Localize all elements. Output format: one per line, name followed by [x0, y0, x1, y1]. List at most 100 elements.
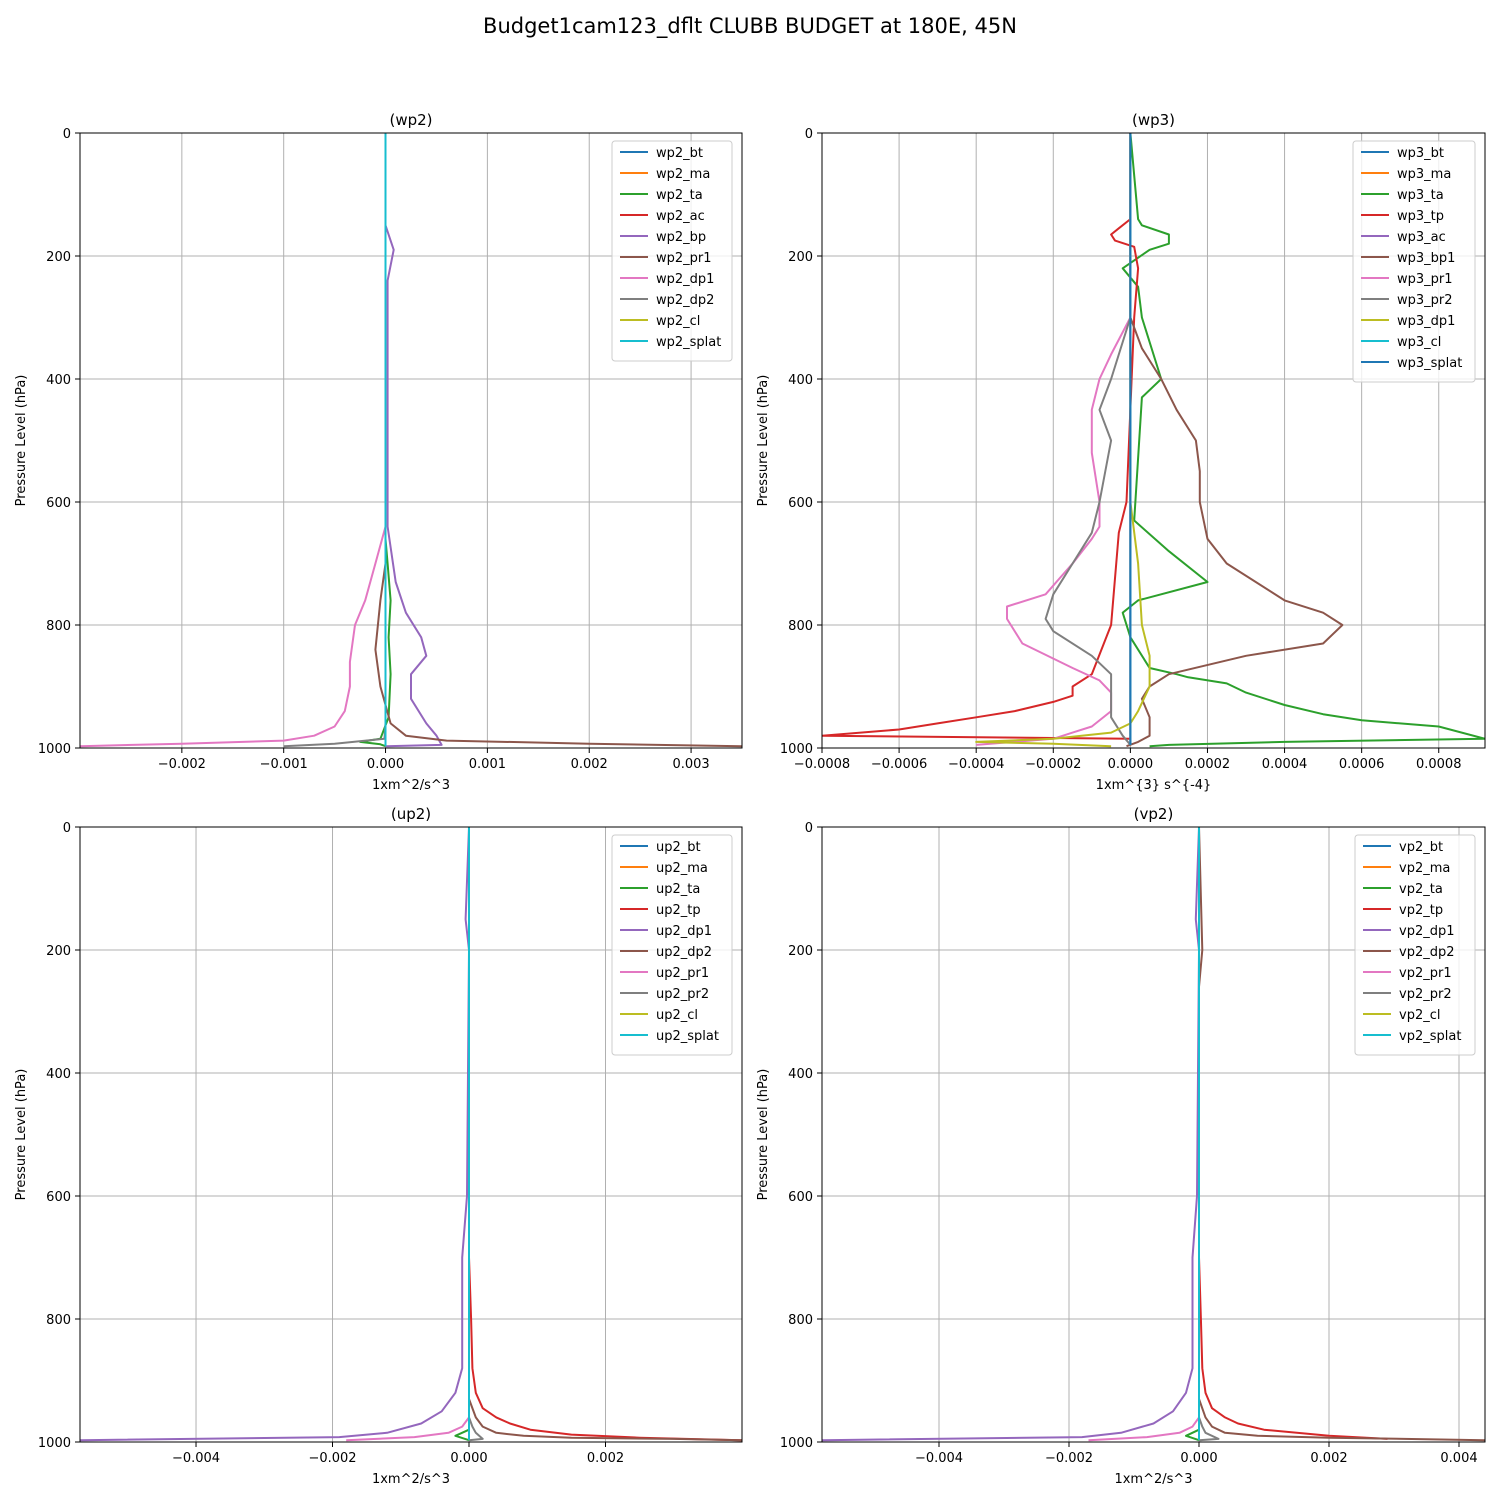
- x-tick-label: −0.004: [915, 1451, 963, 1466]
- axes-frame: [79, 132, 743, 749]
- y-tick-label: 800: [788, 1313, 813, 1328]
- legend-label: wp2_cl: [656, 314, 700, 329]
- y-tick-label: 400: [788, 1067, 813, 1082]
- x-tick-label: 0.0000: [1108, 757, 1154, 772]
- x-tick-label: −0.0008: [794, 757, 850, 772]
- legend-box: [611, 140, 733, 362]
- legend-label: vp2_dp2: [1399, 945, 1455, 960]
- legend-label: up2_bt: [656, 840, 701, 855]
- series-line-up2_dp2: [468, 827, 742, 1442]
- x-axis-label: 1xm^2/s^3: [1114, 1472, 1192, 1487]
- legend-label: wp2_dp1: [656, 272, 714, 287]
- legend-label: vp2_bt: [1399, 840, 1443, 855]
- series-line-up2_dp1: [80, 827, 470, 1442]
- x-tick-label: −0.0002: [1025, 757, 1081, 772]
- legend-label: up2_dp1: [656, 924, 712, 939]
- legend: up2_bt up2_ma up2_ta up2_tp up2_dp1 up2_dp2up…: [611, 834, 733, 1056]
- y-axis-label: Pressure Level (hPa): [14, 1069, 29, 1201]
- x-axis-label: 1xm^2/s^3: [372, 1472, 450, 1487]
- series-line-up2_pr1: [346, 827, 470, 1442]
- y-tick-label: 1000: [780, 742, 813, 757]
- x-tick-label: 0.002: [1310, 1451, 1347, 1466]
- legend-label: vp2_ma: [1399, 861, 1450, 876]
- subplot-3: −0.004 −0.002 0.000 0.002 0.004 0 200 400 600 800…: [756, 805, 1486, 1487]
- legend-label: wp3_bp1: [1397, 251, 1455, 266]
- legend: wp2_bt wp2_ma wp2_ta wp2_ac wp2_bp wp2_pr1 wp2…: [611, 140, 733, 362]
- legend-label: wp3_ta: [1397, 188, 1444, 203]
- y-axis-label: Pressure Level (hPa): [14, 375, 29, 507]
- legend-label: wp2_dp2: [656, 293, 714, 308]
- legend-label: up2_ta: [656, 882, 700, 897]
- series-line-wp3_bp1: [1126, 133, 1344, 748]
- legend-label: wp2_ma: [656, 167, 710, 182]
- y-tick-label: 600: [788, 1190, 813, 1205]
- legend-label: vp2_dp1: [1399, 924, 1455, 939]
- series-line-up2_tp: [468, 827, 742, 1442]
- legend-label: up2_dp2: [656, 945, 712, 960]
- figure-title: Budget1cam123_dflt CLUBB BUDGET at 180E,…: [483, 14, 1017, 38]
- x-tick-label: −0.004: [172, 1451, 220, 1466]
- legend-label: wp2_bt: [656, 146, 703, 161]
- series-line-wp2_ta: [359, 133, 392, 748]
- legend-label: wp3_splat: [1397, 356, 1462, 371]
- axes-frame: [821, 132, 1486, 749]
- legend-label: wp3_dp1: [1397, 314, 1455, 329]
- x-axis-label: 1xm^2/s^3: [372, 778, 450, 793]
- x-tick-label: 0.000: [450, 1451, 487, 1466]
- y-tick-label: 200: [788, 250, 813, 265]
- legend-label: wp2_splat: [656, 335, 721, 350]
- x-tick-label: 0.002: [587, 1451, 624, 1466]
- x-tick-label: 0.004: [1440, 1451, 1477, 1466]
- axes-frame: [79, 826, 743, 1443]
- series-line-wp3_dp1: [975, 133, 1151, 748]
- y-tick-label: 800: [46, 619, 71, 634]
- y-tick-label: 800: [46, 1313, 71, 1328]
- y-tick-label: 400: [788, 373, 813, 388]
- subplot-title: (up2): [391, 805, 431, 823]
- subplot-2: −0.004 −0.002 0.000 0.002 0 200 400 600 800 1000 (…: [14, 805, 743, 1487]
- series-line-wp2_bp: [384, 133, 443, 748]
- legend-box: [611, 834, 733, 1056]
- y-tick-label: 1000: [38, 1436, 71, 1451]
- legend-label: wp2_ac: [656, 209, 705, 224]
- series-line-wp3_pr1: [976, 133, 1132, 746]
- x-tick-label: −0.002: [308, 1451, 356, 1466]
- y-tick-label: 600: [46, 1190, 71, 1205]
- series-line-wp2_dp2: [283, 133, 387, 748]
- x-tick-label: −0.0006: [871, 757, 927, 772]
- legend-label: up2_tp: [656, 903, 701, 918]
- legend-box: [1352, 140, 1476, 383]
- x-tick-label: −0.002: [158, 757, 206, 772]
- legend-label: vp2_pr1: [1399, 966, 1452, 981]
- y-axis-label: Pressure Level (hPa): [756, 1069, 771, 1201]
- y-axis-label: Pressure Level (hPa): [756, 375, 771, 507]
- y-tick-label: 1000: [780, 1436, 813, 1451]
- legend-label: up2_splat: [656, 1029, 719, 1044]
- series-line-vp2_dp2: [1198, 827, 1485, 1442]
- x-tick-label: 0.0002: [1185, 757, 1231, 772]
- legend-label: up2_pr2: [656, 987, 709, 1002]
- legend-label: vp2_splat: [1399, 1029, 1461, 1044]
- x-tick-label: 0.002: [571, 757, 608, 772]
- y-tick-label: 0: [63, 821, 71, 836]
- y-tick-label: 400: [46, 373, 71, 388]
- y-tick-label: 600: [788, 496, 813, 511]
- legend-label: wp3_pr2: [1397, 293, 1453, 308]
- subplot-1: −0.0008 −0.0006 −0.0004 −0.0002 0.0000 0.0002…: [756, 111, 1486, 793]
- legend-label: wp3_ma: [1397, 167, 1451, 182]
- legend-label: wp2_ta: [656, 188, 703, 203]
- legend-label: vp2_pr2: [1399, 987, 1452, 1002]
- legend: wp3_bt wp3_ma wp3_ta wp3_tp wp3_ac wp3_bp1 wp3…: [1352, 140, 1476, 383]
- legend-label: up2_cl: [656, 1008, 698, 1023]
- series-line-vp2_dp1: [822, 827, 1200, 1442]
- series-line-wp3_tp: [822, 133, 1140, 740]
- legend-label: wp3_cl: [1397, 335, 1441, 350]
- y-tick-label: 200: [46, 250, 71, 265]
- x-tick-label: −0.001: [260, 757, 308, 772]
- y-tick-label: 400: [46, 1067, 71, 1082]
- series-line-vp2_tp: [1198, 827, 1388, 1440]
- legend-label: vp2_ta: [1399, 882, 1443, 897]
- subplot-title: (wp3): [1132, 111, 1175, 129]
- x-tick-label: 0.000: [367, 757, 404, 772]
- y-tick-label: 1000: [38, 742, 71, 757]
